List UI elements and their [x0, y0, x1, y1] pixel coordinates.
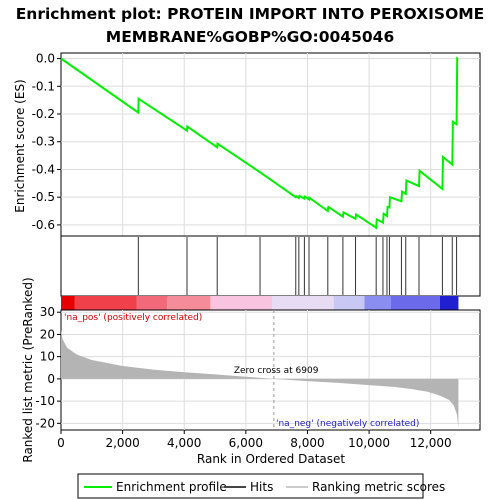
color-bar-segment [167, 296, 211, 310]
color-bar-segment [210, 296, 273, 310]
es-tick-label: -0.5 [32, 190, 55, 204]
metric-tick-label: 20 [40, 327, 55, 341]
x-tick-label: 8,000 [290, 436, 324, 450]
legend-box [77, 473, 424, 499]
x-tick-label: 4,000 [167, 436, 201, 450]
metric-y-axis-label: Ranked list metric (PreRanked) [21, 277, 35, 462]
es-tick-label: -0.1 [32, 79, 55, 93]
color-bar-segment [272, 296, 334, 310]
es-tick-label: -0.4 [32, 162, 55, 176]
metric-tick-label: -10 [35, 394, 55, 408]
pos-correlated-label: 'na_pos' (positively correlated) [64, 313, 202, 323]
legend-hits-label: Hits [250, 480, 273, 494]
hits-marks [137, 237, 458, 295]
metric-y-ticks: 30 20 10 0 -10 -20 [35, 305, 61, 430]
ranking-color-bar [61, 296, 459, 310]
es-tick-label: -0.2 [32, 107, 55, 121]
legend-ranking-label: Ranking metric scores [312, 480, 445, 494]
es-grid [61, 53, 480, 236]
x-tick-label: 12,000 [410, 436, 452, 450]
es-y-ticks: 0.0 -0.1 -0.2 -0.3 -0.4 -0.5 -0.6 [32, 52, 61, 232]
es-y-axis-label: Enrichment score (ES) [13, 79, 27, 212]
legend-enrichment-label: Enrichment profile [116, 480, 227, 494]
x-tick-label: 2,000 [105, 436, 139, 450]
x-tick-label: 0 [57, 436, 65, 450]
metric-tick-label: -20 [35, 416, 55, 430]
color-bar-segment [364, 296, 391, 310]
es-panel-frame [60, 52, 481, 237]
color-bar-segment [136, 296, 168, 310]
hits-panel-frame [60, 235, 481, 297]
color-bar-segment [74, 296, 137, 310]
chart-title-line-1: Enrichment plot: PROTEIN IMPORT INTO PER… [16, 5, 485, 23]
color-bar-segment [390, 296, 440, 310]
es-tick-label: -0.3 [32, 135, 55, 149]
color-bar-segment [333, 296, 365, 310]
metric-tick-label: 10 [40, 350, 55, 364]
color-bar-segment [61, 296, 75, 310]
metric-tick-label: 0 [47, 372, 55, 386]
enrichment-profile-line [60, 56, 459, 230]
neg-correlated-label: 'na_neg' (negatively correlated) [276, 419, 419, 429]
ranking-metric-area [61, 330, 459, 428]
metric-tick-label: 30 [40, 305, 55, 319]
chart-title-line-2: MEMBRANE%GOBP%GO:0045046 [106, 28, 394, 46]
color-bar-segment [439, 296, 459, 310]
x-axis-ticks: 0 2,000 4,000 6,000 8,000 10,000 12,000 [57, 430, 452, 450]
es-tick-label: -0.6 [32, 218, 55, 232]
x-tick-label: 6,000 [229, 436, 263, 450]
x-tick-label: 10,000 [348, 436, 390, 450]
es-tick-label: 0.0 [36, 52, 55, 66]
x-axis-label: Rank in Ordered Dataset [197, 452, 345, 466]
zero-cross-label: Zero cross at 6909 [234, 366, 319, 376]
